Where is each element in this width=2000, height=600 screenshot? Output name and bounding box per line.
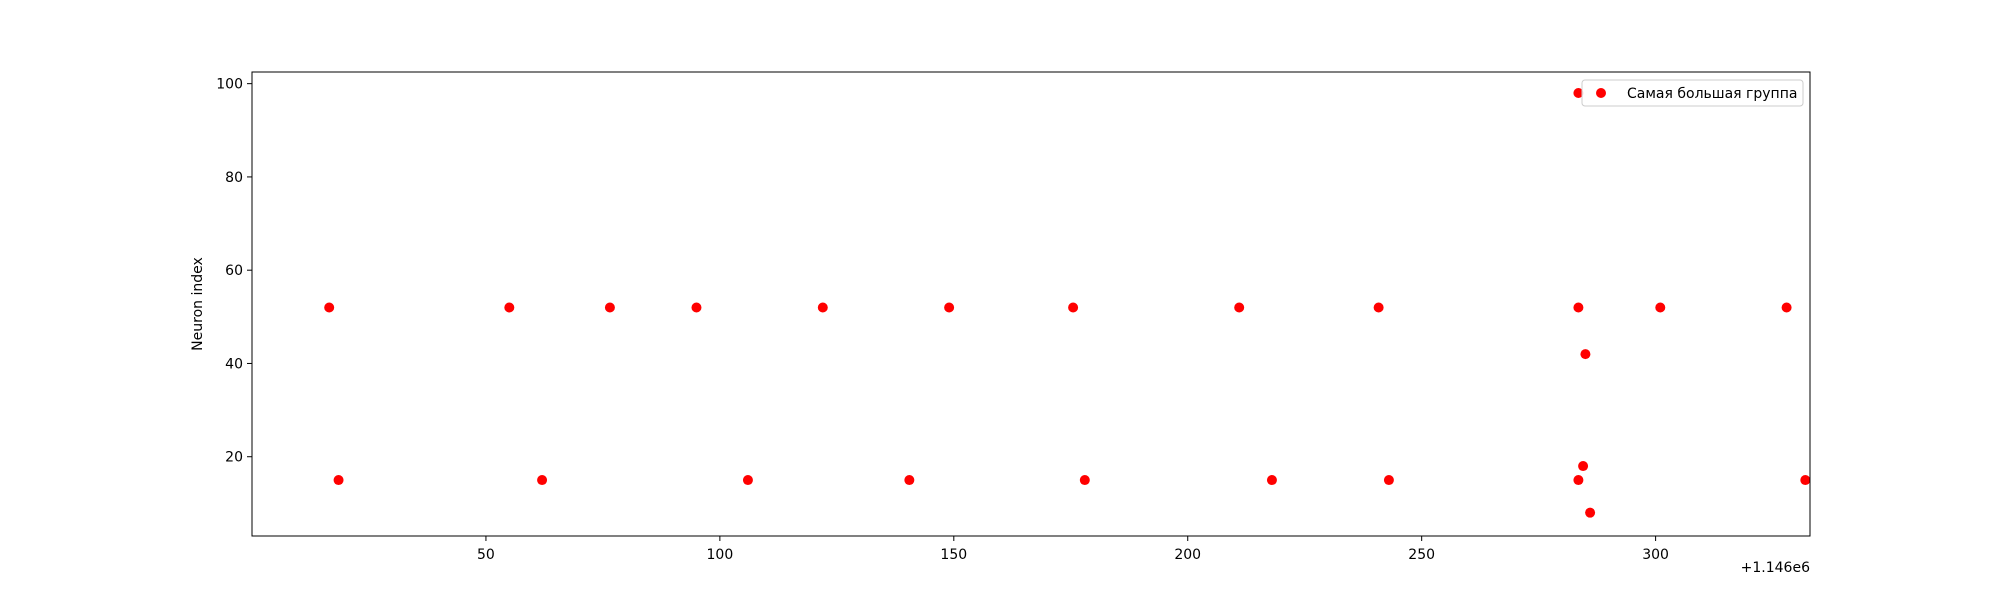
data-point <box>691 302 702 313</box>
y-tick-label: 40 <box>225 356 243 372</box>
data-point <box>1373 302 1384 313</box>
x-tick-label: 50 <box>477 547 495 563</box>
data-point <box>504 302 515 313</box>
data-point <box>817 302 828 313</box>
x-tick-label: 100 <box>707 547 734 563</box>
data-point <box>324 302 335 313</box>
data-point <box>1655 302 1666 313</box>
y-tick-label: 60 <box>225 263 243 279</box>
x-axis-offset-label: +1.146e6 <box>1741 560 1810 576</box>
data-point <box>1573 475 1584 486</box>
scatter-points <box>324 87 1811 518</box>
data-point <box>1573 302 1584 313</box>
legend-box <box>1581 79 1804 107</box>
legend-marker <box>1596 88 1606 98</box>
data-point <box>1266 475 1277 486</box>
y-axis-ticks: 20 40 60 80 100 <box>216 77 252 466</box>
legend: Самая большая группа <box>1581 79 1804 107</box>
data-point <box>1781 302 1792 313</box>
data-point <box>604 302 615 313</box>
data-point <box>1585 507 1596 518</box>
data-point <box>1079 475 1090 486</box>
data-point <box>1800 475 1811 486</box>
data-point <box>944 302 955 313</box>
data-point <box>1068 302 1079 313</box>
data-point <box>1234 302 1245 313</box>
y-axis-label: Neuron index <box>190 257 206 351</box>
x-axis-ticks: 50 100 150 200 250 300 <box>477 536 1669 563</box>
data-point <box>904 475 915 486</box>
data-point <box>1580 349 1591 360</box>
legend-entry-label: Самая большая группа <box>1627 86 1797 102</box>
data-point <box>1578 461 1589 472</box>
data-point <box>1573 87 1584 98</box>
data-point <box>537 475 548 486</box>
data-point <box>742 475 753 486</box>
y-tick-label: 20 <box>225 450 243 466</box>
data-point <box>333 475 344 486</box>
data-point <box>1383 475 1394 486</box>
y-tick-label: 100 <box>216 77 243 93</box>
y-tick-label: 80 <box>225 170 243 186</box>
x-tick-label: 200 <box>1174 547 1201 563</box>
x-tick-label: 150 <box>940 547 967 563</box>
plot-frame <box>251 71 1811 537</box>
x-tick-label: 300 <box>1642 547 1669 563</box>
x-tick-label: 250 <box>1408 547 1435 563</box>
